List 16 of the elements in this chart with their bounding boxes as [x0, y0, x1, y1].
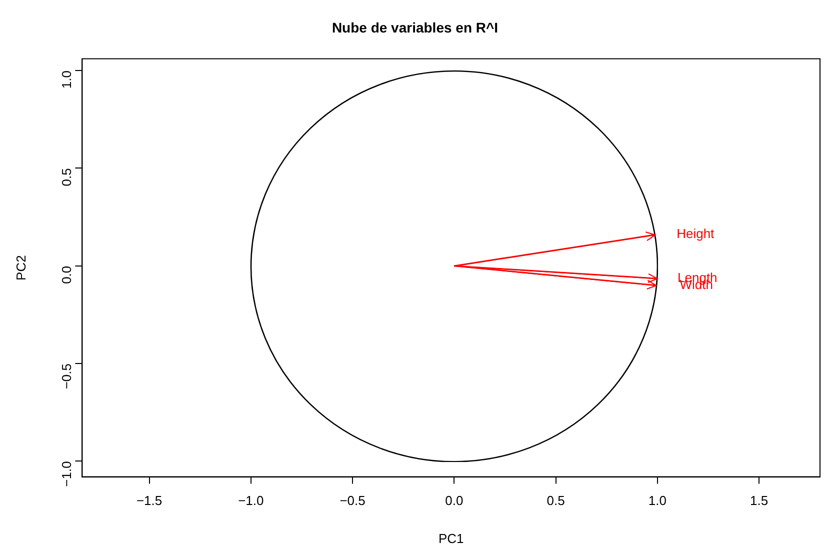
x-axis-title: PC1	[438, 530, 464, 546]
y-axis-title: PC2	[13, 255, 28, 280]
y-tick-label: 0.5	[58, 168, 74, 186]
x-tick-label: 0.5	[546, 493, 565, 508]
y-tick-label: 0.0	[58, 266, 74, 284]
y-tick-label: 1.0	[58, 70, 74, 89]
legend-label: Height	[676, 226, 715, 242]
y-tick-label: −1.0	[58, 461, 74, 487]
x-tick-label: −0.5	[340, 493, 366, 508]
x-tick-label: −1.0	[238, 493, 264, 508]
x-tick-label: 1.0	[648, 493, 666, 508]
x-tick-label: 0.0	[445, 493, 464, 508]
chart-title: Nube de variables en R^I	[332, 19, 498, 36]
x-tick-label: −1.5	[136, 493, 162, 508]
x-tick-label: 1.5	[750, 493, 768, 508]
y-tick-label: −0.5	[58, 364, 74, 390]
